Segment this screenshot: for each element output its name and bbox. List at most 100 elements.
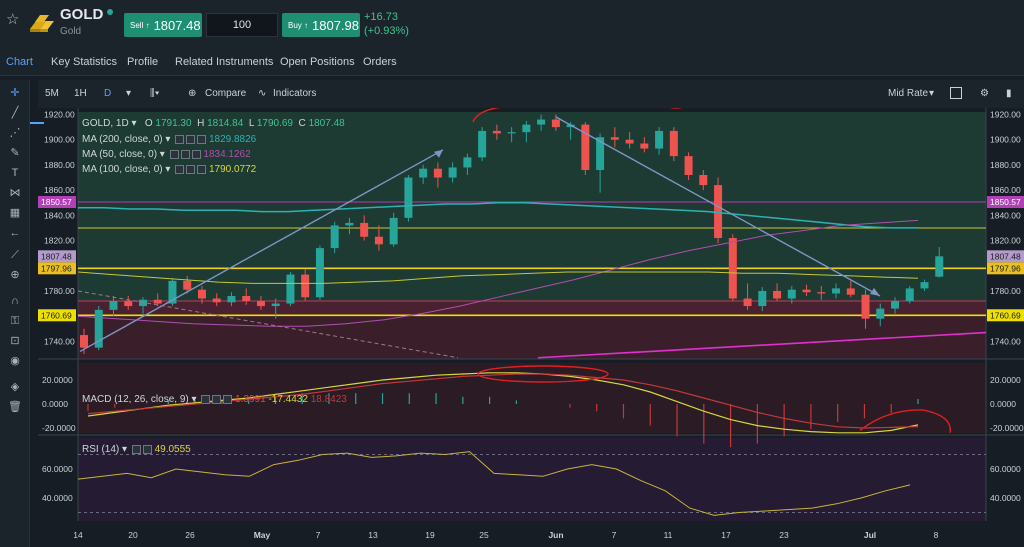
- trend-line-icon[interactable]: ╱: [11, 107, 19, 119]
- candle-body: [787, 289, 796, 299]
- macd-tick-label: 20.0000: [990, 375, 1021, 385]
- close-value: 1807.48: [308, 118, 345, 129]
- x-tick-label: 7: [612, 530, 617, 540]
- candle-body: [832, 288, 841, 294]
- ma100-value: 1790.0772: [208, 164, 257, 175]
- compare-icon[interactable]: ⊕: [188, 88, 197, 99]
- candle-body: [610, 137, 619, 140]
- x-tick-label: 20: [128, 530, 138, 540]
- candle-body: [655, 130, 664, 149]
- price-tag-label: 1850.57: [41, 197, 72, 207]
- quantity-input[interactable]: 100: [206, 13, 278, 37]
- candle-body: [227, 295, 236, 303]
- macd-value-1: 1.3991: [235, 394, 266, 405]
- x-tick-label: 19: [425, 530, 435, 540]
- interval-5m[interactable]: 5M: [45, 88, 59, 99]
- lock-icon[interactable]: ⊡: [10, 335, 20, 347]
- price-chart-svg[interactable]: 1920.00 1920.00 1900.00 1900.00 1880.00 1880.…: [38, 108, 1024, 547]
- compare-button[interactable]: Compare: [205, 88, 247, 99]
- chart-type-icon[interactable]: ⫼▾: [150, 88, 160, 99]
- candle-body: [596, 137, 605, 170]
- rate-select[interactable]: Mid Rate: [888, 88, 929, 99]
- buy-button[interactable]: Buy ↑ 1807.98: [282, 13, 360, 37]
- back-arrow-icon[interactable]: ←: [9, 227, 21, 239]
- gann-icon[interactable]: ▦: [9, 207, 21, 219]
- price-tick-label: 1820.00: [44, 236, 75, 246]
- candle-body: [905, 288, 914, 302]
- zoom-in-icon[interactable]: ⊕: [10, 269, 20, 281]
- indicators-icon[interactable]: ∿: [258, 88, 267, 99]
- chart-area[interactable]: 1920.00 1920.00 1900.00 1900.00 1880.00 1880.…: [38, 108, 1024, 547]
- chevron-down-icon[interactable]: ▾: [929, 88, 935, 99]
- rsi-tick-label: 60.0000: [990, 464, 1021, 474]
- sell-button[interactable]: Sell ↑ 1807.48: [124, 13, 202, 37]
- candle-body: [743, 298, 752, 307]
- macd-legend: MACD (12, 26, close, 9) ▾ 1.3991 -17.443…: [82, 394, 347, 405]
- fullscreen-icon[interactable]: [950, 87, 962, 99]
- tab-chart[interactable]: Chart: [6, 56, 33, 68]
- star-icon[interactable]: ☆: [6, 11, 20, 28]
- sell-price: 1807.48: [153, 17, 201, 33]
- brush-icon[interactable]: ✎: [10, 147, 20, 159]
- price-tag: [987, 309, 1024, 322]
- candle-body: [124, 301, 133, 307]
- eye-icon[interactable]: ◉: [10, 355, 20, 367]
- price-tick-label: 1880.00: [44, 160, 75, 170]
- lower-zone: [78, 315, 986, 359]
- layers-icon[interactable]: ◈: [10, 381, 20, 393]
- arrow-head: [870, 287, 880, 296]
- price-tag: [38, 250, 76, 263]
- rsi-legend: RSI (14) ▾ 49.0555: [82, 444, 191, 455]
- candle-body: [109, 301, 118, 310]
- tab-orders[interactable]: Orders: [363, 56, 397, 68]
- interval-1h[interactable]: 1H: [74, 88, 87, 99]
- panel-toggle-icon[interactable]: ▮: [1006, 88, 1012, 99]
- text-icon[interactable]: T: [11, 167, 19, 179]
- price-tick-label: 1900.00: [990, 135, 1021, 145]
- candle-body: [537, 119, 546, 125]
- candle-body: [522, 124, 531, 133]
- tab-related-instruments[interactable]: Related Instruments: [175, 56, 274, 68]
- tab-bar: Chart Key Statistics Profile Related Ins…: [0, 48, 1024, 124]
- tab-key-statistics[interactable]: Key Statistics: [51, 56, 118, 68]
- candle-body: [330, 225, 339, 249]
- candle-body: [817, 292, 826, 294]
- ohlc-legend: GOLD, 1D ▾ O 1791.30 H 1814.84 L 1790.69…: [82, 118, 345, 129]
- price-tag: [38, 262, 76, 275]
- trash-icon[interactable]: 🗑: [8, 401, 22, 413]
- ruler-icon[interactable]: ⟋: [11, 249, 19, 261]
- macd-tick-label: -20.0000: [990, 423, 1024, 433]
- x-tick-label: Jul: [864, 530, 876, 540]
- buy-label: Buy ↑: [288, 20, 309, 30]
- candle-body: [891, 301, 900, 309]
- sell-label: Sell ↑: [130, 20, 150, 30]
- candle-body: [478, 130, 487, 158]
- interval-dropdown-icon[interactable]: ▾: [126, 88, 132, 99]
- candle-body: [419, 168, 428, 178]
- lock-drawings-icon[interactable]: ⚿: [10, 315, 20, 327]
- pattern-icon[interactable]: ⋈: [9, 187, 21, 199]
- price-tick-label: 1780.00: [990, 286, 1021, 296]
- price-tag-label: 1760.69: [990, 310, 1021, 320]
- tab-profile[interactable]: Profile: [127, 56, 159, 68]
- interval-d[interactable]: D: [104, 88, 112, 99]
- indicators-button[interactable]: Indicators: [273, 88, 317, 99]
- price-tick-label: 1820.00: [990, 236, 1021, 246]
- candle-body: [301, 274, 310, 298]
- magnet-icon[interactable]: ∩: [11, 295, 19, 307]
- gear-icon[interactable]: ⚙: [980, 88, 989, 99]
- x-tick-label: 8: [934, 530, 939, 540]
- x-tick-label: Jun: [548, 530, 563, 540]
- buy-price: 1807.98: [312, 17, 360, 33]
- candle-body: [448, 167, 457, 178]
- gold-bars-icon: [30, 15, 54, 32]
- symbol-name: GOLD: [60, 6, 104, 23]
- x-tick-label: 26: [185, 530, 195, 540]
- tab-open-positions[interactable]: Open Positions: [280, 56, 355, 68]
- candle-body: [876, 308, 885, 319]
- fib-icon[interactable]: ⋰: [9, 127, 21, 139]
- crosshair-icon[interactable]: ✛: [10, 87, 20, 99]
- price-tick-label: 1740.00: [44, 336, 75, 346]
- support-zone: [78, 301, 986, 316]
- x-tick-label: May: [254, 530, 271, 540]
